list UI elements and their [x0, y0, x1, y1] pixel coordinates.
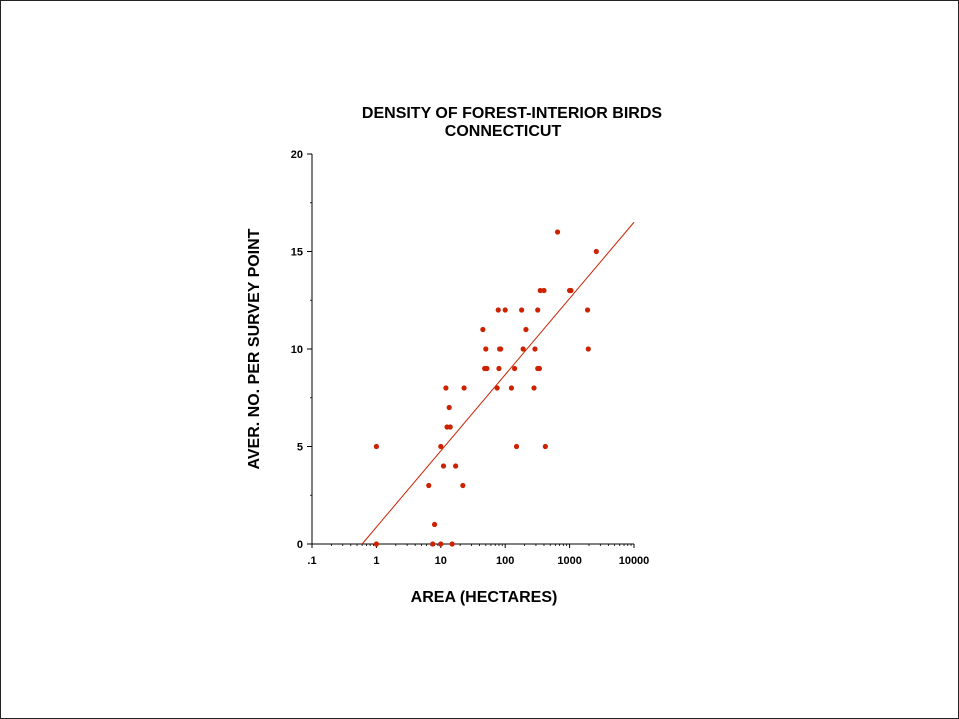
data-point: [430, 541, 436, 547]
data-point: [585, 346, 591, 352]
data-point: [431, 521, 438, 528]
data-point: [446, 404, 452, 411]
x-tick-label: 10000: [619, 555, 650, 567]
x-tick-label: 1: [373, 555, 379, 567]
data-point: [520, 346, 526, 352]
y-axis-title: AVER. NO. PER SURVEY POINT: [246, 228, 263, 469]
data-points: [373, 229, 599, 547]
data-point: [494, 385, 500, 391]
y-tick-label: 0: [297, 539, 303, 551]
data-point: [498, 346, 504, 352]
y-tick-label: 20: [291, 149, 303, 161]
data-point: [541, 287, 547, 294]
chart-subtitle: CONNECTICUT: [445, 123, 562, 140]
data-point: [536, 365, 543, 372]
data-point: [484, 365, 490, 372]
data-point: [480, 326, 486, 333]
y-tick-label: 5: [297, 442, 303, 454]
data-point: [542, 443, 548, 450]
data-point: [440, 463, 447, 469]
x-tick-label: 100: [496, 555, 514, 567]
data-point: [447, 424, 453, 430]
data-point: [508, 385, 515, 391]
data-point: [531, 385, 537, 391]
data-point: [519, 307, 525, 313]
data-point: [443, 385, 449, 391]
y-tick-label: 15: [291, 247, 303, 259]
data-point: [460, 482, 466, 489]
data-point: [535, 307, 541, 313]
data-point: [532, 346, 538, 352]
trend-line-group: [361, 221, 635, 545]
x-tick-label: 10: [435, 555, 447, 567]
data-point: [438, 541, 444, 547]
data-point: [373, 443, 379, 450]
data-point: [373, 541, 379, 547]
data-point: [495, 307, 501, 313]
y-tick-label: 10: [291, 344, 303, 356]
data-point: [523, 326, 529, 333]
data-point: [453, 463, 459, 469]
data-point: [438, 443, 444, 450]
trend-line: [361, 221, 635, 545]
y-axis-ticks: 0 5 10 15 20: [291, 149, 312, 551]
data-point: [483, 346, 489, 352]
data-point: [502, 307, 508, 313]
data-point: [512, 365, 518, 372]
data-point: [461, 385, 467, 391]
x-axis-title: AREA (HECTARES): [411, 589, 558, 606]
x-axis-ticks: .1 1 10 100 1000 10000: [307, 544, 649, 567]
data-point: [513, 443, 520, 450]
x-tick-label: .1: [307, 555, 316, 567]
data-point: [426, 482, 432, 489]
x-tick-label: 1000: [557, 555, 581, 567]
chart-title: DENSITY OF FOREST-INTERIOR BIRDS: [362, 105, 663, 122]
data-point: [496, 365, 502, 372]
data-point: [593, 248, 599, 255]
data-point: [449, 541, 455, 547]
data-point: [568, 287, 574, 294]
data-point: [554, 229, 561, 235]
data-point: [537, 287, 543, 294]
data-point: [584, 307, 591, 313]
